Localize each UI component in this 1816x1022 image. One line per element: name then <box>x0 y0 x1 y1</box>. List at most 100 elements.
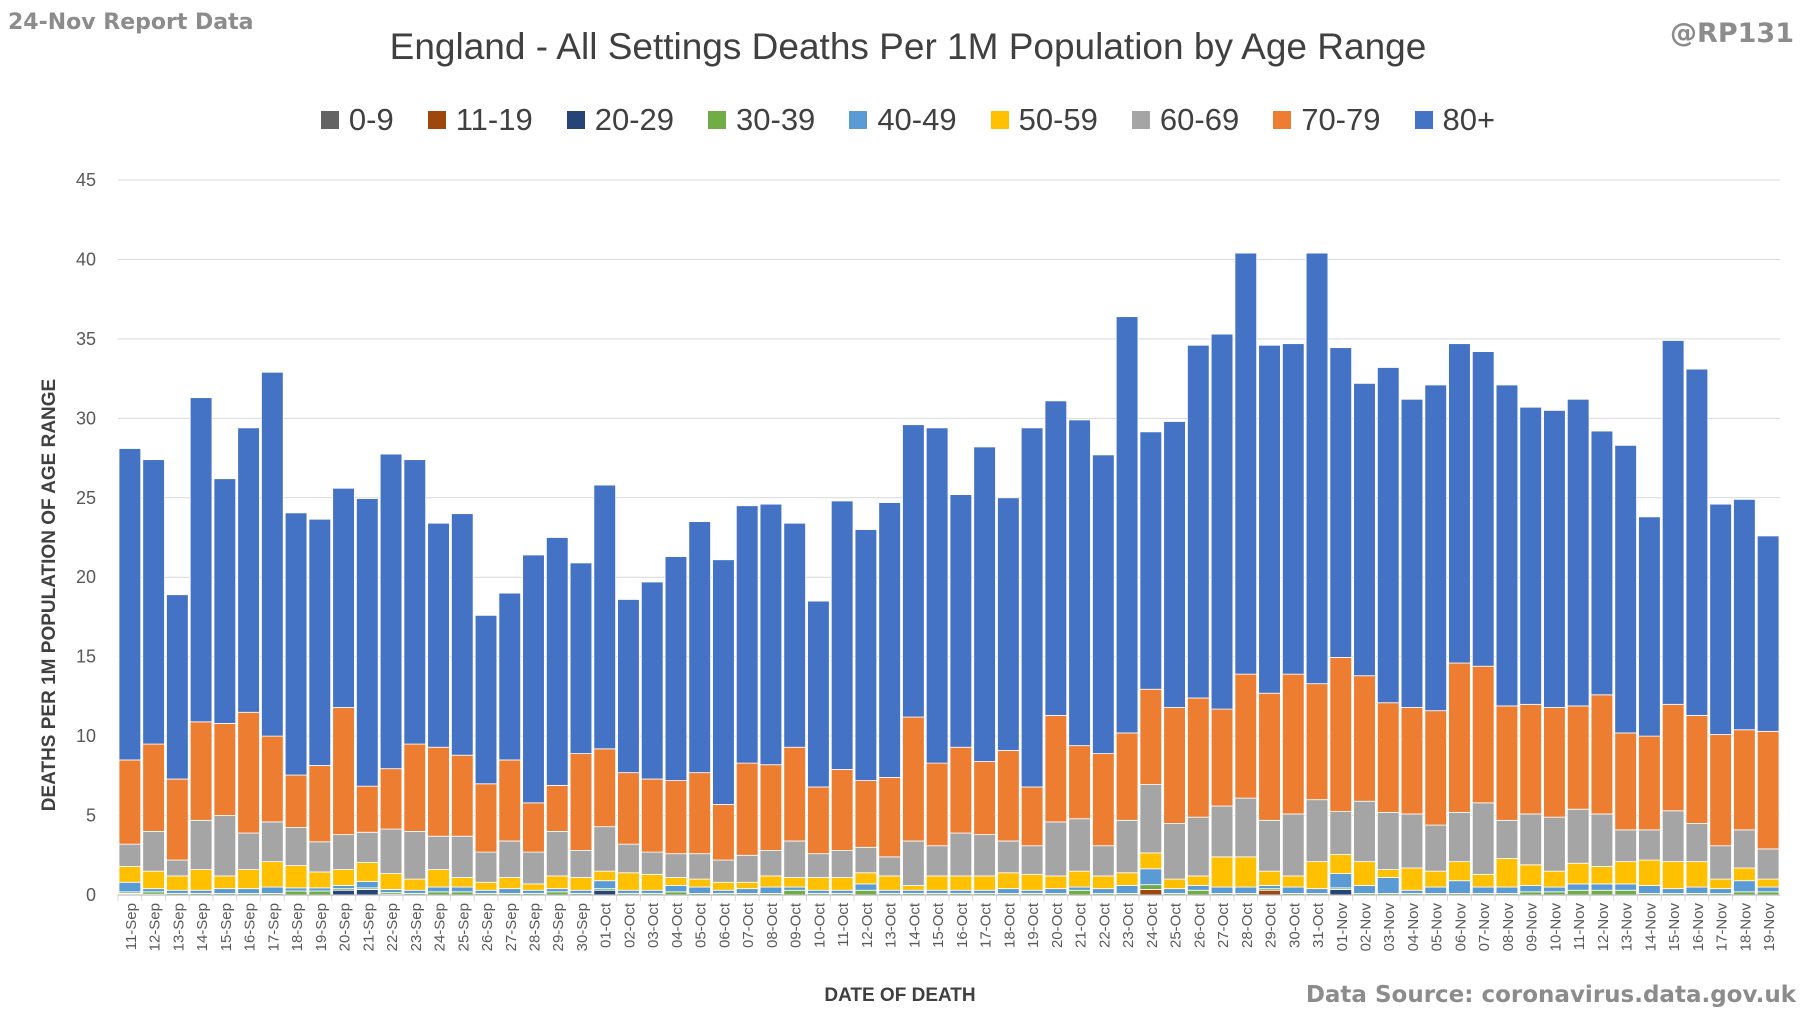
legend-label: 30-39 <box>736 102 816 137</box>
bar-segment <box>213 875 237 890</box>
legend-label: 20-29 <box>594 102 675 137</box>
bar-segment <box>356 889 379 896</box>
x-tick-label: 10-Nov <box>1547 903 1564 952</box>
bar-segment <box>356 498 379 787</box>
bar-segment <box>1471 802 1495 875</box>
bar-segment <box>1614 861 1637 885</box>
bar-segment <box>1638 859 1661 886</box>
x-tick-label: 13-Oct <box>883 902 900 948</box>
x-tick-label: 11-Oct <box>835 902 852 947</box>
bar-segment <box>973 446 996 762</box>
bar-segment <box>213 723 237 816</box>
bar-segment <box>1210 886 1234 894</box>
legend-label: 50-59 <box>1018 102 1098 137</box>
bar-segment <box>332 487 355 708</box>
bar-segment <box>498 840 522 878</box>
bar-segment <box>332 707 355 836</box>
bar-segment <box>783 840 806 878</box>
bar-segment <box>759 850 783 877</box>
bar-segment <box>878 856 901 877</box>
legend-swatch <box>1273 111 1292 129</box>
bar-segment <box>1187 697 1210 818</box>
bar-segment <box>261 886 284 894</box>
bar-segment <box>783 522 806 748</box>
bar-segment <box>1733 867 1756 882</box>
bar-segment <box>569 889 593 894</box>
x-tick-label: 24-Oct <box>1144 902 1161 948</box>
bar-segment <box>1685 715 1709 824</box>
bar-segment <box>427 835 450 870</box>
bar-segment <box>1376 367 1400 704</box>
bar-segment <box>1424 710 1448 826</box>
bar-segment <box>949 746 973 834</box>
bar-segment <box>617 889 640 894</box>
chart-title: England - All Settings Deaths Per 1M Pop… <box>389 26 1427 67</box>
bar-segment <box>474 614 498 785</box>
bar-segment <box>949 875 973 891</box>
bar-segment <box>1638 829 1661 861</box>
bar-segment <box>1543 816 1566 872</box>
legend-item: 11-19 <box>427 102 533 138</box>
bar-segment <box>830 500 854 770</box>
bar-segment <box>379 828 403 874</box>
bar-segment <box>759 875 783 888</box>
bar-segment <box>427 869 450 888</box>
bar-segment <box>118 866 142 883</box>
bar-segment <box>973 761 996 836</box>
x-tick-label: 23-Oct <box>1120 902 1137 948</box>
x-tick-label: 15-Oct <box>930 902 947 948</box>
bar-segment <box>1068 818 1091 872</box>
x-tick-label: 27-Sep <box>503 903 520 951</box>
x-tick-label: 18-Sep <box>289 903 306 951</box>
bar-segment <box>1282 886 1305 894</box>
bar-segment <box>1519 813 1542 866</box>
bar-segment <box>1163 878 1186 890</box>
bar-segment <box>1234 673 1258 799</box>
bar-segment <box>1543 886 1566 893</box>
y-axis-title: DEATHS PER 1M POPULATION OF AGE RANGE <box>39 378 60 812</box>
bar-segment <box>925 762 949 847</box>
x-tick-label: 12-Oct <box>859 902 876 948</box>
bar-segment <box>640 889 664 894</box>
bar-segment <box>261 821 284 863</box>
x-tick-label: 21-Sep <box>360 903 377 951</box>
bar-segment <box>403 743 427 832</box>
bar-segment <box>1543 707 1566 818</box>
bar-segment <box>1305 683 1329 801</box>
chart-legend: 0-9 11-19 20-29 30-39 40-49 50-59 60-69 70-79 80… <box>0 102 1816 138</box>
bar-segment <box>1305 252 1329 685</box>
bar-segment <box>1566 862 1590 885</box>
x-tick-label: 23-Sep <box>408 903 425 951</box>
bar-segment <box>1756 535 1780 732</box>
legend-swatch <box>320 111 339 129</box>
bar-segment <box>902 424 925 718</box>
bar-segment <box>1210 805 1234 858</box>
bar-segment <box>997 888 1020 894</box>
bar-segment <box>1187 885 1210 891</box>
x-tick-label: 13-Sep <box>170 903 187 951</box>
y-tick-label: 10 <box>76 726 96 746</box>
bar-segment <box>166 778 189 861</box>
legend-swatch <box>566 111 585 129</box>
bar-segment <box>356 862 379 882</box>
bar-segment <box>1638 516 1661 737</box>
bar-segment <box>522 851 545 885</box>
legend-label: 0-9 <box>348 102 394 137</box>
x-tick-label: 19-Oct <box>1025 902 1042 948</box>
bar-segment <box>379 889 403 894</box>
bar-segment <box>403 459 427 745</box>
bar-segment <box>1139 784 1163 854</box>
bar-segment <box>1733 498 1756 731</box>
legend-item: 20-29 <box>566 102 675 138</box>
bar-segment <box>1305 888 1329 894</box>
bar-segment <box>593 870 616 882</box>
bar-segment <box>830 769 854 851</box>
y-tick-label: 25 <box>76 488 96 508</box>
legend-item: 70-79 <box>1273 102 1381 138</box>
bar-segment <box>1424 824 1448 872</box>
bar-segment <box>1068 886 1091 891</box>
bar-segment <box>1685 886 1709 894</box>
bar-segment <box>664 780 688 855</box>
bar-segment <box>1590 813 1614 867</box>
